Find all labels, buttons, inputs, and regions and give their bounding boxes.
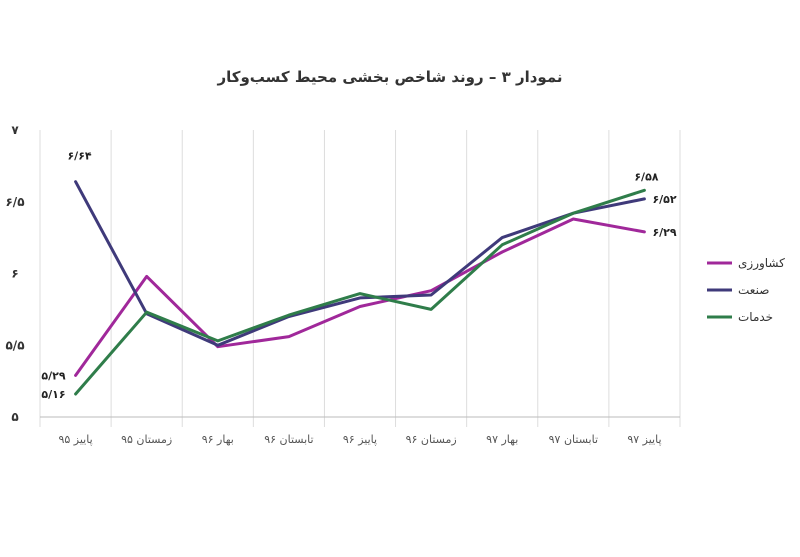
data-labels: ۵/۲۹ ۵/۱۶ ۶/۶۴ ۶/۵۸ ۶/۵۲ ۶/۲۹ (41, 150, 677, 401)
x-tick-label: بهار ۹۶ (202, 433, 234, 446)
data-label: ۵/۱۶ (41, 388, 65, 401)
data-label: ۵/۲۹ (41, 369, 65, 382)
chart-title: نمودار ۳ – روند شاخص بخشی محیط کسب‌وکار (216, 68, 562, 86)
y-tick-label: ۷ (11, 123, 19, 137)
x-tick-label: زمستان ۹۶ (406, 433, 457, 446)
legend: کشاورزی صنعت خدمات (707, 256, 785, 324)
data-label: ۶/۶۴ (67, 150, 91, 163)
series-line (74, 180, 646, 347)
data-label: ۶/۲۹ (652, 226, 676, 239)
data-label: ۶/۵۸ (634, 170, 658, 183)
y-tick-label: ۵/۵ (5, 338, 24, 352)
chart-grid (39, 130, 681, 427)
x-axis: پاییز ۹۵ زمستان ۹۵ بهار ۹۶ تابستان ۹۶ پاییز … (58, 433, 661, 446)
x-tick-label: پاییز ۹۷ (627, 433, 661, 446)
x-tick-label: پاییز ۹۵ (58, 433, 92, 446)
legend-label: صنعت (738, 283, 769, 297)
y-tick-label: ۵ (11, 410, 18, 424)
x-tick-label: زمستان ۹۵ (121, 433, 172, 446)
legend-label: خدمات (738, 310, 773, 324)
x-tick-label: تابستان ۹۶ (264, 433, 313, 446)
x-tick-label: بهار ۹۷ (486, 433, 518, 446)
y-axis: ۵ ۵/۵ ۶ ۶/۵ ۷ (5, 123, 24, 424)
x-tick-label: تابستان ۹۷ (549, 433, 598, 446)
series-line (74, 188, 646, 396)
y-tick-label: ۶ (11, 267, 18, 281)
legend-label: کشاورزی (738, 256, 785, 271)
y-tick-label: ۶/۵ (5, 195, 24, 209)
x-tick-label: پاییز ۹۶ (343, 433, 377, 446)
series-lines (74, 180, 646, 396)
series-line (74, 217, 646, 377)
data-label: ۶/۵۲ (652, 193, 676, 206)
